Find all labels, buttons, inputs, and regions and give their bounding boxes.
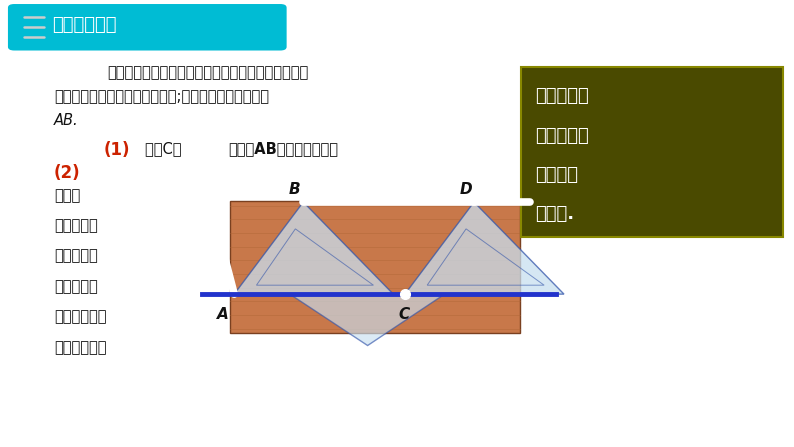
Text: 如果你: 如果你	[54, 188, 80, 203]
Text: AB.: AB.	[54, 113, 79, 128]
Text: B: B	[289, 181, 301, 197]
Text: (1): (1)	[103, 141, 129, 159]
Text: 用直尺与三: 用直尺与三	[535, 87, 589, 105]
Polygon shape	[405, 202, 564, 294]
Text: A: A	[217, 307, 229, 322]
Text: 规和一把没: 规和一把没	[54, 249, 98, 264]
FancyBboxPatch shape	[230, 201, 520, 333]
Text: 请过C点: 请过C点	[145, 141, 187, 156]
Text: (2): (2)	[54, 164, 81, 182]
Text: 尺，你能解决: 尺，你能解决	[54, 309, 106, 325]
FancyBboxPatch shape	[8, 4, 287, 51]
Text: 有刻度的直: 有刻度的直	[54, 279, 98, 294]
FancyBboxPatch shape	[521, 67, 783, 237]
Text: 一、合作探究: 一、合作探究	[52, 17, 117, 34]
Polygon shape	[290, 294, 445, 346]
Text: 画出与AB平行的另一条边: 画出与AB平行的另一条边	[229, 141, 339, 156]
Text: 试一试.: 试一试.	[535, 205, 574, 223]
Text: 如图，要在长方形木板上截一个平行四边形，使它的: 如图，要在长方形木板上截一个平行四边形，使它的	[107, 65, 308, 80]
Text: 一组对边在长方形木板的边缘上;组对边中的一条边缘为: 一组对边在长方形木板的边缘上;组对边中的一条边缘为	[54, 89, 269, 105]
Text: 只有一个圆: 只有一个圆	[54, 218, 98, 233]
Text: 出来吗？: 出来吗？	[535, 166, 578, 184]
Text: 角板你画得: 角板你画得	[535, 127, 589, 144]
Text: 这个问题吗？: 这个问题吗？	[54, 340, 106, 355]
Text: C: C	[399, 307, 410, 322]
Text: D: D	[460, 181, 472, 197]
Polygon shape	[234, 202, 393, 294]
